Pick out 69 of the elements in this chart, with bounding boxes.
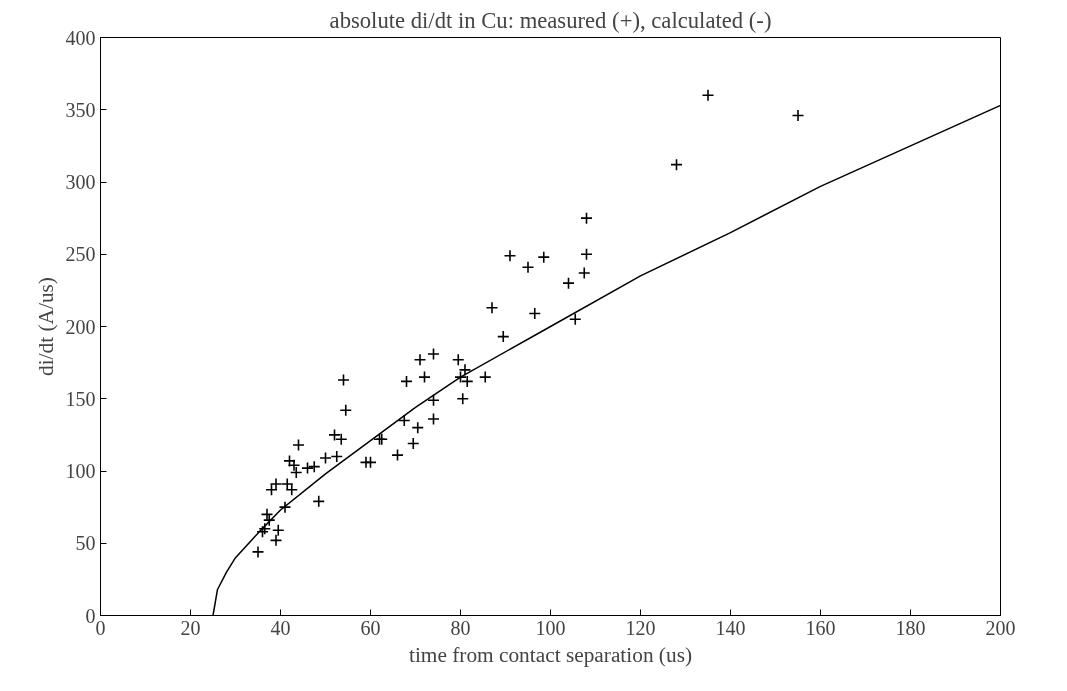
y-tick-label: 50 <box>75 532 96 555</box>
x-tick-label: 200 <box>985 616 1016 639</box>
point <box>568 312 582 326</box>
point <box>478 370 492 384</box>
point <box>269 534 283 547</box>
point <box>521 260 535 274</box>
x-tick-label: 60 <box>360 616 381 639</box>
point <box>289 466 303 479</box>
point <box>278 500 292 514</box>
point <box>456 392 470 406</box>
point <box>391 448 404 462</box>
point <box>406 437 420 450</box>
point <box>580 211 593 225</box>
x-axis-title: time from contact separation (us) <box>408 642 693 667</box>
point <box>503 249 517 262</box>
y-tick-label: 350 <box>65 98 96 121</box>
x-tick-label: 120 <box>625 616 656 639</box>
point <box>427 347 440 361</box>
point <box>397 414 411 427</box>
point <box>413 353 427 367</box>
x-tick-label: 40 <box>270 616 291 639</box>
point <box>791 109 805 122</box>
point <box>260 508 274 521</box>
point <box>485 301 499 315</box>
x-tick-label: 80 <box>450 616 471 639</box>
x-tick-label: 100 <box>535 616 566 639</box>
point <box>411 421 425 434</box>
point <box>334 432 348 446</box>
point <box>339 404 353 417</box>
point <box>364 456 377 469</box>
point <box>292 438 305 452</box>
point <box>312 495 326 508</box>
y-tick-label: 400 <box>65 26 96 49</box>
y-tick-label: 250 <box>65 243 96 266</box>
point <box>307 460 321 473</box>
x-tick-label: 160 <box>805 616 836 639</box>
x-tick-label: 140 <box>715 616 746 639</box>
point <box>496 330 510 343</box>
point <box>328 428 341 442</box>
point <box>528 307 542 320</box>
point <box>670 158 683 171</box>
point <box>577 266 591 280</box>
point <box>427 412 440 426</box>
point <box>251 545 265 559</box>
x-tick-label: 180 <box>895 616 926 639</box>
y-tick-label: 100 <box>65 460 96 482</box>
point <box>701 89 715 102</box>
point <box>280 477 294 491</box>
chart-title: absolute di/dt in Cu: measured (+), calculated (-) <box>329 7 772 33</box>
point <box>580 247 593 261</box>
point <box>285 483 299 497</box>
y-tick-label: 200 <box>65 315 96 338</box>
x-tick-label: 20 <box>180 616 201 639</box>
point <box>537 250 551 264</box>
point <box>451 353 465 367</box>
point <box>460 375 474 388</box>
point <box>427 393 440 407</box>
y-tick-label: 150 <box>65 387 96 410</box>
point <box>330 450 344 463</box>
point <box>301 461 314 475</box>
point <box>400 375 413 388</box>
point <box>319 451 332 465</box>
point <box>271 523 285 537</box>
point <box>418 370 431 384</box>
point <box>337 373 350 387</box>
point <box>562 276 575 290</box>
y-axis-title: di/dt (A/us) <box>33 277 58 376</box>
point <box>287 458 301 472</box>
y-tick-label: 300 <box>65 171 96 193</box>
